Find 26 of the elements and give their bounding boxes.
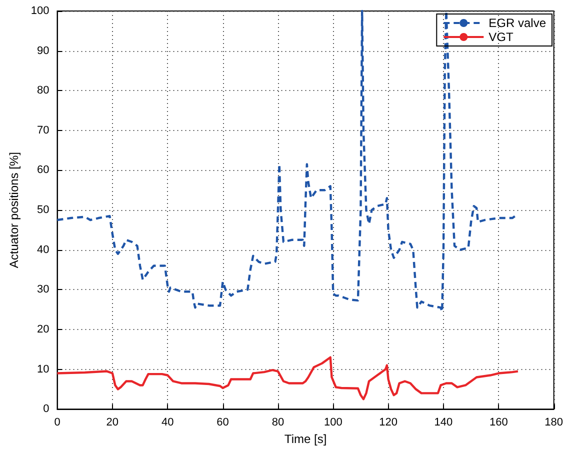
y-tick-label: 10	[37, 363, 50, 376]
y-tick-label: 40	[37, 244, 50, 256]
y-axis-title: Actuator positions [%]	[7, 152, 21, 268]
x-tick-label: 40	[161, 416, 174, 429]
y-tick-label: 90	[37, 44, 50, 57]
legend-label: EGR valve	[488, 16, 546, 30]
x-tick-label: 80	[272, 416, 284, 429]
line-series	[56, 356, 520, 400]
x-tick-label: 140	[434, 416, 453, 429]
x-tick-label: 160	[489, 416, 508, 429]
legend-label: VGT	[488, 30, 514, 44]
y-tick-label: 70	[37, 124, 50, 136]
x-tick-label: 100	[324, 416, 342, 429]
y-tick-label: 20	[37, 323, 50, 336]
y-tick-label: 80	[37, 84, 50, 97]
y-tick-label: 50	[37, 204, 50, 216]
x-tick-label: 0	[54, 416, 60, 429]
x-tick-label: 60	[216, 416, 229, 429]
x-tick-label: 180	[544, 416, 564, 429]
y-tick-label: 100	[30, 5, 50, 17]
x-axis-title: Time [s]	[284, 432, 327, 446]
y-tick-label: 60	[37, 164, 50, 176]
x-tick-label: 20	[106, 416, 119, 429]
y-tick-label: 0	[43, 403, 50, 416]
x-tick-label: 120	[379, 416, 398, 429]
y-tick-label: 30	[37, 284, 50, 296]
